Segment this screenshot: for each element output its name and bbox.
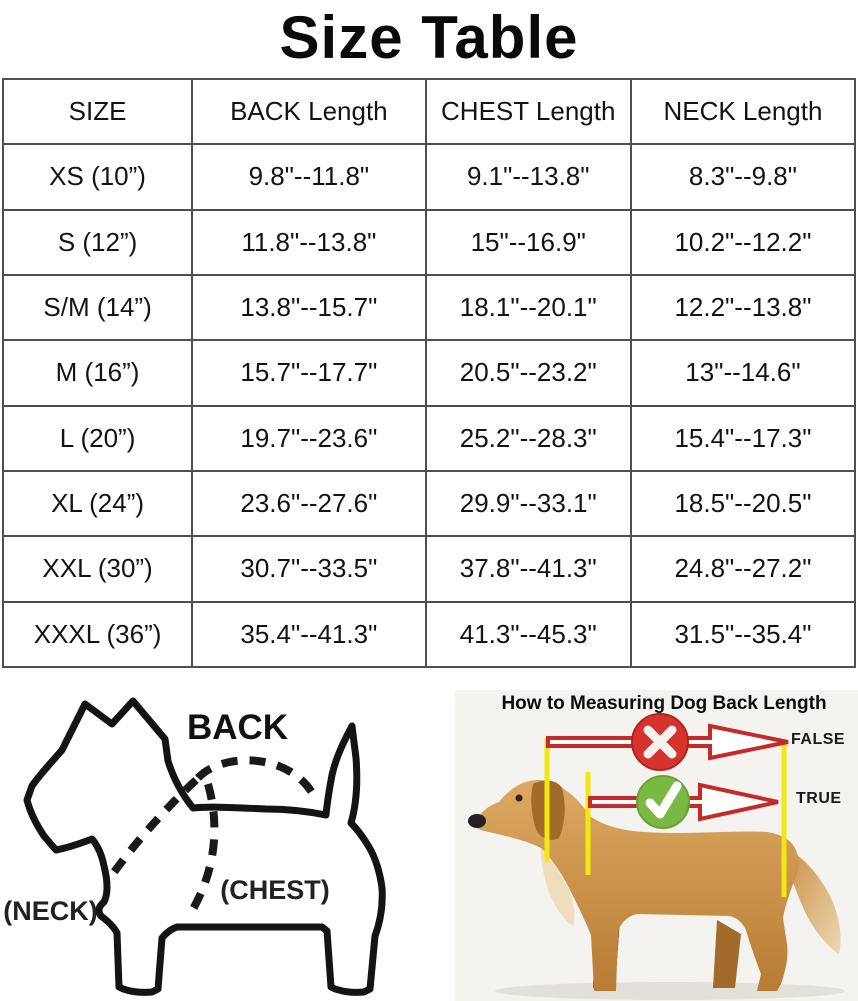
dog-outline <box>23 697 386 996</box>
neck-cell: 15.4"--17.3" <box>629 404 857 472</box>
neck-measure-dashes <box>103 777 199 885</box>
page-title: Size Table <box>279 4 579 71</box>
floor-shadow <box>495 982 845 1000</box>
check-icon <box>645 781 682 819</box>
size-cell: XXXL (36”) <box>1 600 194 669</box>
chest-cell: 18.1"--20.1" <box>424 273 632 342</box>
dog-body <box>474 780 799 991</box>
size-cell: M (16”) <box>1 339 194 407</box>
size-cell: XL (24”) <box>1 469 194 538</box>
neck-cell: 10.2"--12.2" <box>629 208 857 276</box>
chest-cell: 41.3"--45.3" <box>424 600 632 669</box>
col-header-size: SIZE <box>1 77 194 146</box>
size-cell: XXL (30”) <box>1 535 194 603</box>
back-cell: 35.4"--41.3" <box>191 600 427 669</box>
col-header-back: BACK Length <box>191 77 427 146</box>
chest-cell: 15"--16.9" <box>424 208 632 276</box>
measure-photo-graphic <box>468 713 845 1000</box>
table-row: XXL (30”) 30.7"--33.5" 37.8"--41.3" 24.8… <box>1 535 857 603</box>
neck-cell: 18.5"--20.5" <box>629 469 857 538</box>
chest-label: (CHEST) <box>220 875 330 905</box>
chest-cell: 9.1"--13.8" <box>424 143 632 211</box>
x-icon <box>643 725 677 759</box>
table-row: S (12”) 11.8"--13.8" 15"--16.9" 10.2"--1… <box>1 208 857 276</box>
back-cell: 19.7"--23.6" <box>191 404 427 472</box>
chest-cell: 25.2"--28.3" <box>424 404 632 472</box>
photo-title: How to Measuring Dog Back Length <box>501 693 827 714</box>
back-cell: 9.8"--11.8" <box>191 143 427 211</box>
col-header-neck: NECK Length <box>629 77 857 146</box>
table-row: S/M (14”) 13.8"--15.7" 18.1"--20.1" 12.2… <box>1 273 857 342</box>
chest-cell: 29.9"--33.1" <box>424 469 632 538</box>
table-row: XS (10”) 9.8"--11.8" 9.1"--13.8" 8.3"--9… <box>1 143 857 211</box>
dog-tail <box>785 848 841 954</box>
back-cell: 23.6"--27.6" <box>191 469 427 538</box>
table-row: L (20”) 19.7"--23.6" 25.2"--28.3" 15.4"-… <box>1 404 857 472</box>
neck-cell: 24.8"--27.2" <box>629 535 857 603</box>
col-header-chest: CHEST Length <box>424 77 632 146</box>
size-cell: S/M (14”) <box>1 273 194 342</box>
table-row: M (16”) 15.7"--17.7" 20.5"--23.2" 13"--1… <box>1 339 857 407</box>
dog-nose <box>468 814 486 828</box>
dog-outline-illustration <box>23 697 386 996</box>
back-label: BACK <box>186 708 289 747</box>
how-to-measure-panel: How to Measuring Dog Back Length FALSE T… <box>455 690 858 1001</box>
table-header-row: SIZE BACK Length CHEST Length NECK Lengt… <box>1 77 857 146</box>
measurement-diagram: BACK (CHEST) (NECK) <box>0 690 445 1001</box>
true-label: TRUE <box>796 790 842 807</box>
back-cell: 11.8"--13.8" <box>191 208 427 276</box>
chest-measure-dashes <box>185 782 219 919</box>
size-table: SIZE BACK Length CHEST Length NECK Lengt… <box>1 77 857 669</box>
back-cell: 30.7"--33.5" <box>191 535 427 603</box>
size-cell: XS (10”) <box>1 143 194 211</box>
back-cell: 13.8"--15.7" <box>191 273 427 342</box>
size-cell: L (20”) <box>1 404 194 472</box>
chest-cell: 20.5"--23.2" <box>424 339 632 407</box>
chest-cell: 37.8"--41.3" <box>424 535 632 603</box>
neck-cell: 8.3"--9.8" <box>629 143 857 211</box>
dog-eye-dot <box>515 794 523 802</box>
table-row: XL (24”) 23.6"--27.6" 29.9"--33.1" 18.5"… <box>1 469 857 538</box>
table-row: XXXL (36”) 35.4"--41.3" 41.3"--45.3" 31.… <box>1 600 857 669</box>
false-label: FALSE <box>791 731 846 748</box>
dog-chest-patch <box>540 848 575 926</box>
neck-cell: 12.2"--13.8" <box>629 273 857 342</box>
back-measure-dashes <box>195 756 318 799</box>
neck-label: (NECK) <box>3 896 98 926</box>
neck-cell: 31.5"--35.4" <box>629 600 857 669</box>
size-cell: S (12”) <box>1 208 194 276</box>
neck-cell: 13"--14.6" <box>629 339 857 407</box>
back-cell: 15.7"--17.7" <box>191 339 427 407</box>
